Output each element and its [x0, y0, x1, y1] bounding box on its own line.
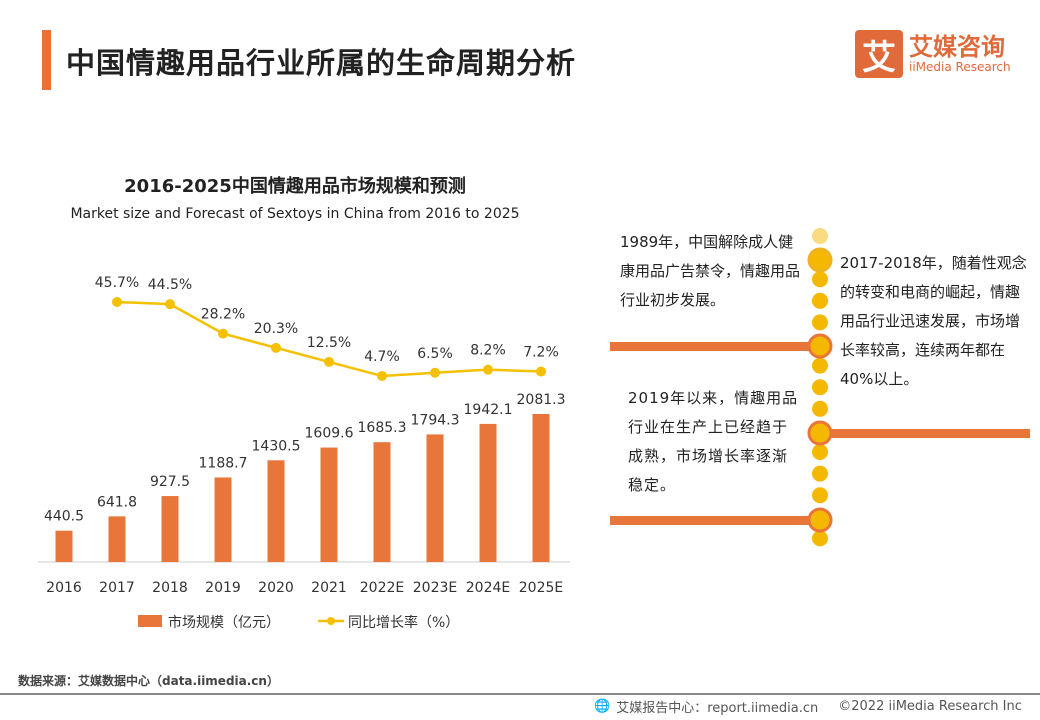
x-tick-label: 2022E	[360, 580, 404, 596]
data-source: 数据来源：艾媒数据中心（data.iimedia.cn）	[18, 674, 279, 688]
x-tick-label: 2024E	[466, 580, 510, 596]
growth-point-2025E	[536, 366, 546, 377]
bar-value-label: 1794.3	[411, 412, 460, 428]
chart-title: 2016-2025中国情趣用品市场规模和预测	[124, 176, 466, 197]
x-tick-label: 2019	[205, 580, 241, 596]
logo-mark: 艾	[855, 30, 903, 78]
x-tick-label: 2023E	[413, 580, 457, 596]
growth-rate-label: 8.2%	[470, 343, 506, 359]
growth-rate-label: 7.2%	[523, 344, 559, 360]
growth-rate-label: 4.7%	[364, 349, 400, 365]
timeline-dot	[812, 228, 828, 244]
growth-point-2021	[324, 356, 334, 367]
timeline-dot	[812, 314, 828, 331]
timeline-node	[807, 420, 833, 446]
bar-value-label: 2081.3	[517, 392, 566, 408]
legend-bar-swatch	[138, 615, 162, 627]
x-tick-label: 2017	[99, 580, 135, 596]
legend-line-marker	[327, 617, 335, 625]
timeline-dot	[812, 271, 828, 288]
report-link[interactable]: 艾媒报告中心：report.iimedia.cn	[616, 701, 819, 716]
bar-value-label: 1685.3	[358, 420, 407, 436]
bar-2020	[267, 460, 285, 562]
legend-line-label: 同比增长率（%）	[348, 614, 459, 631]
lifecycle-timeline	[610, 228, 1030, 547]
growth-point-2023E	[430, 367, 440, 378]
bar-2023E	[426, 434, 444, 562]
growth-rate-label: 28.2%	[201, 307, 245, 323]
timeline-dot	[812, 465, 828, 482]
bar-2024E	[479, 423, 497, 562]
timeline-dot	[812, 292, 828, 309]
chart-subtitle: Market size and Forecast of Sextoys in C…	[70, 206, 520, 222]
bar-2021	[320, 447, 338, 562]
bar-value-label: 440.5	[44, 509, 84, 525]
logo-cn: 艾媒咨询	[909, 33, 1005, 61]
x-tick-label: 2018	[152, 580, 188, 596]
logo: 艾 艾媒咨询 iiMedia Research	[855, 30, 1011, 78]
growth-rate-label: 12.5%	[307, 335, 351, 351]
bar-2017	[108, 516, 126, 562]
bar-value-label: 1188.7	[199, 455, 248, 471]
bar-2022E	[373, 442, 391, 562]
timeline-branch-3	[610, 516, 820, 525]
timeline-dot	[812, 530, 828, 547]
bar-2018	[161, 496, 179, 562]
timeline-dot	[812, 400, 828, 417]
timeline-dot	[812, 444, 828, 460]
bar-value-label: 1430.5	[252, 438, 301, 454]
x-tick-label: 2021	[311, 580, 347, 596]
timeline-node	[807, 247, 833, 273]
growth-rate-label: 20.3%	[254, 321, 298, 337]
bar-2025E	[532, 414, 550, 562]
x-tick-label: 2016	[46, 580, 82, 596]
bar-2019	[214, 477, 232, 562]
timeline-note-2019: 2019年以来，情趣用品行业在生产上已经趋于成熟，市场增长率逐渐稳定。	[628, 389, 799, 494]
x-tick-label: 2020	[258, 580, 294, 596]
growth-rate-label: 6.5%	[417, 346, 453, 362]
legend: 市场规模（亿元） 同比增长率（%）	[138, 614, 459, 631]
market-size-chart: 440.5 2016 641.8 2017 927.5 2018 1188.7 2019 143…	[38, 275, 570, 631]
bar-value-label: 1942.1	[464, 402, 513, 418]
growth-point-2022E	[377, 371, 387, 381]
bar-value-label: 927.5	[150, 474, 190, 490]
growth-rate-label: 45.7%	[95, 275, 139, 291]
growth-point-2017	[112, 296, 122, 307]
copyright: ©2022 iiMedia Research Inc	[838, 699, 1022, 714]
page-title: 中国情趣用品行业所属的生命周期分析	[66, 46, 577, 80]
globe-icon: 🌐	[594, 699, 611, 714]
growth-rate-label: 44.5%	[148, 277, 192, 293]
timeline-branch-2	[820, 429, 1030, 438]
growth-point-2024E	[483, 364, 493, 375]
footer-divider	[0, 693, 1040, 695]
timeline-dot	[812, 487, 828, 504]
timeline-node	[807, 507, 833, 533]
timeline-dot	[812, 379, 828, 396]
bar-value-label: 641.8	[97, 494, 137, 510]
timeline-branch-1	[610, 342, 820, 351]
timeline-dot	[812, 357, 828, 374]
logo-en: iiMedia Research	[909, 60, 1011, 74]
footer: 🌐 艾媒报告中心：report.iimedia.cn ©2022 iiMedia…	[594, 697, 1022, 716]
timeline-note-1989: 1989年，中国解除成人健康用品广告禁令，情趣用品行业初步发展。	[620, 233, 801, 309]
timeline-node	[807, 333, 833, 359]
bar-2016	[55, 530, 73, 562]
growth-point-2020	[271, 342, 281, 353]
timeline-note-2017: 2017-2018年，随着性观念的转变和电商的崛起，情趣用品行业迅速发展，市场增…	[840, 254, 1027, 388]
x-tick-label: 2025E	[519, 580, 563, 596]
growth-point-2018	[165, 299, 175, 310]
bar-value-label: 1609.6	[305, 426, 354, 442]
legend-bar-label: 市场规模（亿元）	[168, 614, 280, 631]
title-accent-bar	[42, 30, 51, 90]
growth-point-2019	[218, 328, 228, 339]
